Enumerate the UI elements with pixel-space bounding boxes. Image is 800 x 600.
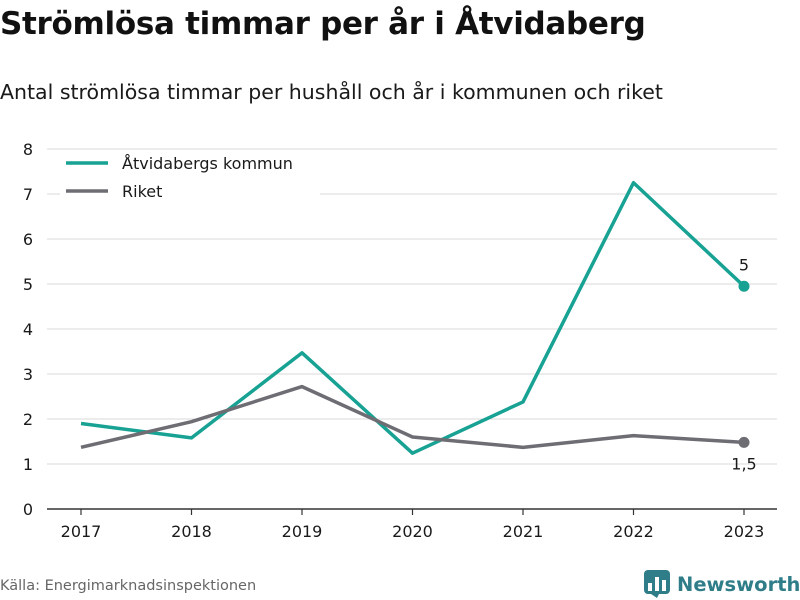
x-tick-label: 2023 (724, 522, 765, 541)
x-tick-label: 2021 (503, 522, 544, 541)
y-tick-label: 0 (23, 500, 33, 519)
source-note: Källa: Energimarknadsinspektionen (0, 578, 257, 594)
end-point-marker (738, 280, 750, 292)
end-value-label: 1,5 (731, 454, 756, 473)
y-tick-label: 6 (23, 230, 33, 249)
newsworthy-logo[interactable]: Newsworthy (644, 569, 800, 599)
y-tick-label: 5 (23, 275, 33, 294)
chart-title: Strömlösa timmar per år i Åtvidaberg (0, 6, 646, 42)
y-tick-label: 8 (23, 140, 33, 159)
x-tick-label: 2018 (171, 522, 212, 541)
x-tick-label: 2022 (613, 522, 654, 541)
y-tick-label: 1 (23, 455, 33, 474)
legend-box (60, 151, 320, 205)
y-tick-label: 7 (23, 185, 33, 204)
series-line (80, 384, 745, 450)
legend-label: Åtvidabergs kommun (122, 154, 293, 173)
end-point-marker (738, 436, 750, 448)
y-tick-label: 2 (23, 410, 33, 429)
chart-subtitle: Antal strömlösa timmar per hushåll och å… (0, 80, 663, 104)
x-tick-label: 2017 (61, 522, 102, 541)
y-tick-label: 4 (23, 320, 33, 339)
end-value-label: 5 (739, 255, 749, 274)
brand-name: Newsworthy (677, 572, 800, 596)
legend-label: Riket (122, 182, 162, 201)
bar-chart-logo-icon (644, 570, 670, 598)
x-tick-label: 2019 (282, 522, 323, 541)
x-tick-label: 2020 (392, 522, 433, 541)
series-line (80, 181, 746, 455)
y-tick-label: 3 (23, 365, 33, 384)
